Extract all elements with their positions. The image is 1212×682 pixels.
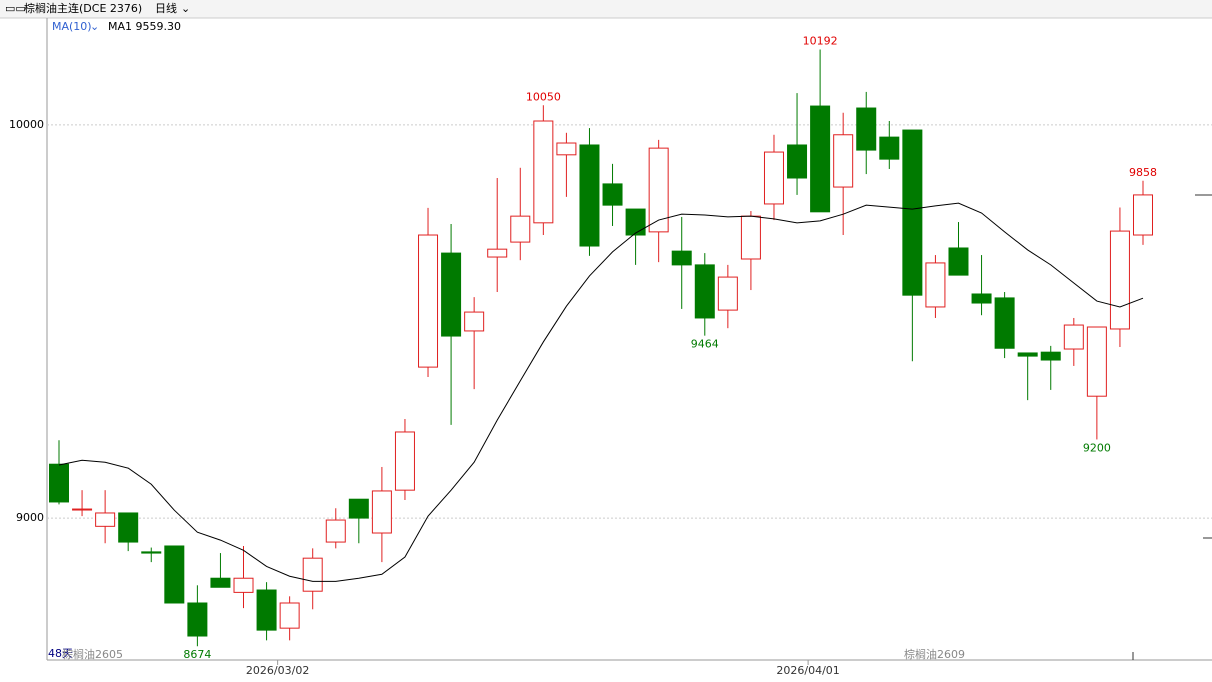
candle-body: [256, 589, 277, 631]
candle-body: [671, 250, 692, 266]
candle-body: [556, 142, 577, 156]
high-label: 10050: [526, 90, 561, 103]
candle-body: [833, 134, 854, 188]
contract-right: 棕榈油2609: [904, 647, 965, 661]
candle-body: [856, 107, 877, 151]
x-tick-label: 2026/04/01: [776, 664, 839, 677]
x-tick-label: 2026/03/02: [246, 664, 309, 677]
high-label: 9858: [1129, 166, 1157, 179]
candle-body: [879, 136, 900, 160]
candle-body: [1063, 324, 1084, 350]
low-label: 8674: [183, 648, 211, 661]
ma-line: [58, 202, 1144, 582]
chart-title: 棕榈油主连(DCE 2376): [24, 1, 142, 15]
candle-body: [210, 577, 231, 588]
y-tick-label: 10000: [9, 118, 44, 131]
candle-body: [325, 519, 346, 543]
candle-body: [72, 508, 93, 511]
low-label: 9464: [691, 338, 719, 351]
candle-body: [1086, 326, 1107, 397]
candle-body: [441, 252, 462, 337]
candle-body: [49, 463, 69, 503]
candle-body: [763, 151, 784, 205]
candle-body: [810, 105, 831, 213]
candle-body: [533, 120, 554, 224]
candle-body: [164, 545, 185, 604]
indicator-arrow[interactable]: ⌄: [90, 20, 99, 33]
candle-body: [694, 264, 715, 319]
candle-body: [95, 512, 116, 527]
candle-body: [740, 215, 761, 260]
candle-body: [233, 577, 254, 593]
candle-body: [487, 248, 508, 258]
link-icon: ▭▭: [5, 2, 26, 15]
candle-body: [602, 183, 623, 206]
candle-body: [279, 602, 300, 629]
candle-body: [948, 247, 969, 276]
candle-body: [348, 498, 369, 519]
period-arrow[interactable]: ⌄: [181, 2, 190, 15]
candle-body: [925, 262, 946, 308]
period-selector[interactable]: 日线: [155, 1, 177, 15]
contract-left: 棕榈油2605: [62, 647, 123, 661]
candle-body: [1040, 351, 1061, 361]
candle-body: [971, 293, 992, 304]
candle-body: [787, 144, 808, 179]
y-tick-label: 9000: [16, 511, 44, 524]
candle-body: [717, 276, 738, 311]
candle-body: [994, 297, 1015, 349]
candle-body: [625, 208, 646, 236]
candle-body: [371, 490, 392, 534]
candle-body: [510, 215, 531, 243]
candle-body: [302, 557, 323, 592]
candle-body: [187, 602, 208, 637]
indicator-value: MA1 9559.30: [108, 20, 181, 33]
candle-body: [464, 311, 485, 332]
candle-body: [141, 551, 162, 554]
low-label: 9200: [1083, 441, 1111, 454]
candle-body: [1133, 194, 1153, 236]
candle-body: [418, 234, 439, 368]
candle-body: [118, 512, 139, 543]
high-label: 10192: [803, 34, 838, 47]
candle-body: [1109, 230, 1130, 330]
candle-body: [1017, 352, 1038, 357]
candle-body: [394, 431, 415, 491]
header-bar: [0, 0, 1212, 18]
indicator-name[interactable]: MA(10): [52, 20, 92, 33]
candle-body: [579, 144, 600, 247]
days-label: 48天: [48, 647, 73, 660]
candle-body: [648, 147, 669, 233]
candle-body: [902, 129, 923, 296]
